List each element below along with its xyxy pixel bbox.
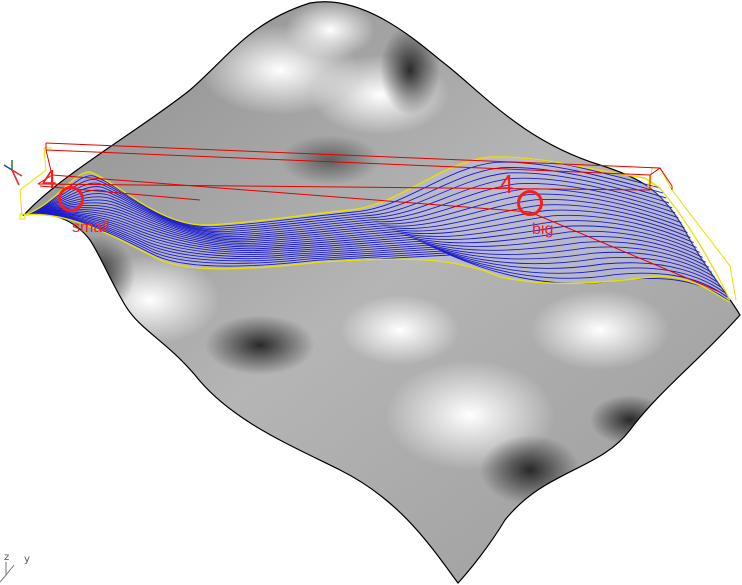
axis-z-label: z (4, 552, 9, 563)
control-polygon-left[interactable] (19, 147, 52, 217)
isocurve[interactable] (23, 182, 676, 234)
control-point-left[interactable] (19, 213, 26, 220)
band-right-edge[interactable] (659, 187, 731, 301)
world-axes-icon (3, 160, 23, 186)
isocurve[interactable] (23, 213, 716, 278)
control-polygon-right[interactable] (649, 167, 737, 301)
radius-circle-icon (58, 186, 84, 212)
axis-y-label: y (24, 554, 30, 565)
isocurve[interactable] (23, 212, 712, 273)
isocurve[interactable] (23, 167, 667, 229)
annotation-small-number: 4 (42, 164, 56, 194)
isocurve[interactable] (23, 213, 722, 288)
isocurve[interactable] (23, 202, 688, 241)
band-bottom-edge[interactable] (23, 213, 731, 303)
isocurve[interactable] (23, 213, 725, 293)
annotation-big: 4 big (499, 169, 553, 238)
annotation-big-label: big (532, 221, 553, 238)
rail-frame[interactable] (37, 142, 721, 293)
radius-circle-icon (517, 190, 543, 216)
isocurve[interactable] (23, 211, 703, 258)
isocurve[interactable] (23, 207, 694, 244)
annotation-big-number: 4 (499, 169, 513, 199)
annotation-small: 4 small (42, 164, 109, 236)
isocurve[interactable] (23, 210, 700, 253)
isocurve[interactable] (23, 198, 685, 239)
isocurve[interactable] (23, 161, 664, 228)
axis-indicator: z y (0, 552, 30, 583)
isocurve[interactable] (23, 213, 728, 298)
isocurve[interactable] (23, 193, 682, 238)
isocurve[interactable] (23, 213, 719, 283)
annotation-small-label: small (72, 219, 109, 236)
isocurve[interactable] (23, 204, 691, 243)
surface-boundary-edge (22, 1, 741, 584)
isocurve[interactable] (23, 208, 697, 248)
band-top-edge[interactable] (23, 156, 661, 226)
isocurve[interactable] (23, 177, 673, 232)
isocurve[interactable] (23, 212, 709, 268)
isocurve[interactable] (23, 172, 670, 231)
